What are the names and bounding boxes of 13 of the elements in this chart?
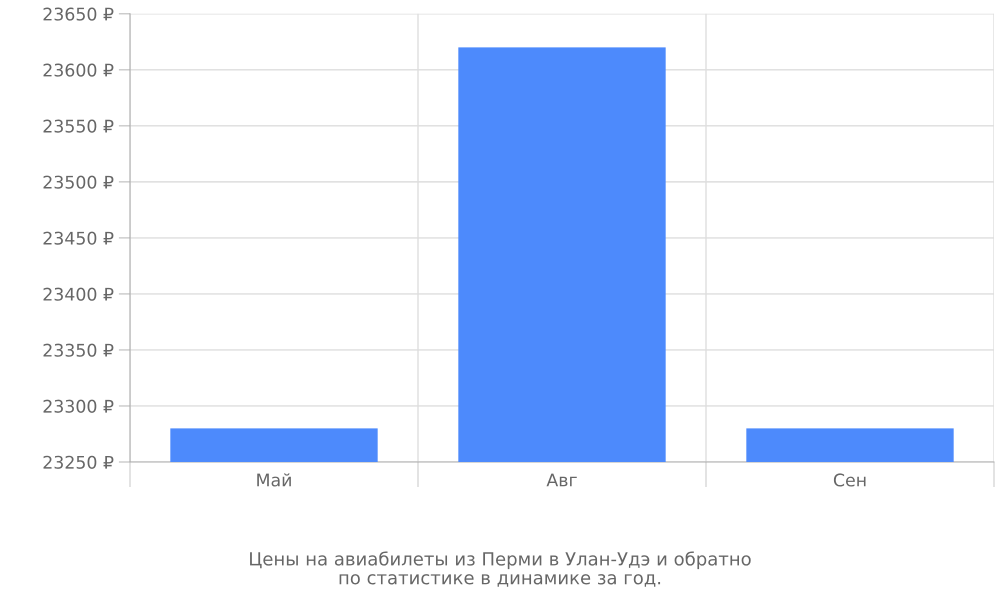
y-tick-label: 23650 ₽ bbox=[44, 8, 114, 21]
y-tick-label: 23300 ₽ bbox=[44, 400, 114, 413]
x-tick-label: Авг bbox=[546, 474, 577, 486]
y-tick-label: 23500 ₽ bbox=[44, 176, 114, 189]
y-tick-label: 23350 ₽ bbox=[44, 344, 114, 357]
y-tick-label: 23250 ₽ bbox=[44, 456, 114, 469]
y-tick-label: 23400 ₽ bbox=[44, 288, 114, 301]
text: Цены на авиабилеты из Перми в Улан-Удэ и обратно по статистике в динамике за год. bbox=[250, 551, 751, 587]
x-tick-label: Сен bbox=[834, 473, 866, 487]
y-tick-label: 23450 ₽ bbox=[44, 232, 114, 245]
y-tick-label: 23600 ₽ bbox=[44, 64, 114, 77]
y-tick-label: 23550 ₽ bbox=[44, 120, 114, 133]
x-tick-label: Май bbox=[257, 473, 291, 487]
